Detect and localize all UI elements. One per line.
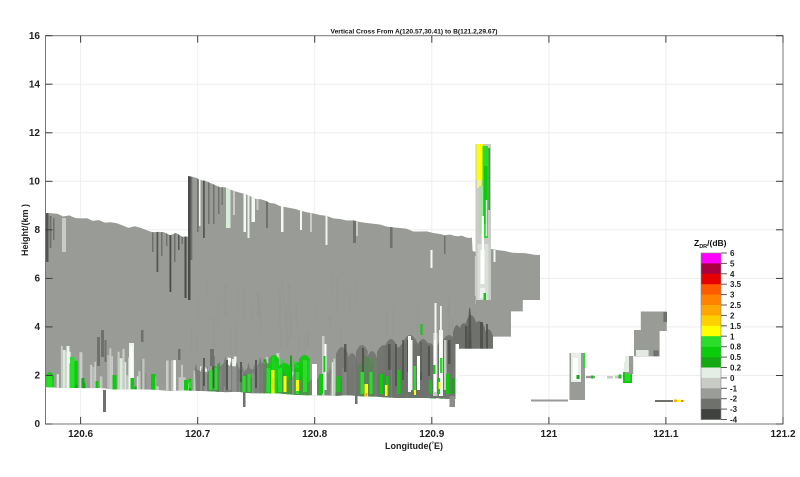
svg-text:120.8: 120.8 [302,429,327,440]
svg-text:14: 14 [29,79,41,90]
svg-text:Height/(km ): Height/(km ) [20,204,30,256]
svg-text:12: 12 [29,128,41,139]
svg-text:-4: -4 [730,416,738,425]
svg-text:8: 8 [34,225,40,236]
svg-text:Vertical Cross From A(120.57,3: Vertical Cross From A(120.57,30.41) to B… [331,29,498,36]
svg-text:121.2: 121.2 [770,429,795,440]
svg-text:-2: -2 [730,395,738,404]
svg-text:120.7: 120.7 [185,429,210,440]
svg-text:6: 6 [730,249,735,258]
svg-text:16: 16 [29,31,41,42]
svg-text:1: 1 [730,332,735,341]
svg-text:-3: -3 [730,405,738,414]
svg-text:121: 121 [541,429,558,440]
svg-text:1.5: 1.5 [730,322,742,331]
svg-text:2: 2 [34,371,40,382]
svg-text:0.2: 0.2 [730,363,742,372]
svg-text:3: 3 [730,291,735,300]
svg-text:10: 10 [29,177,41,188]
svg-text:-1: -1 [730,384,738,393]
svg-text:0: 0 [730,374,735,383]
svg-text:5: 5 [730,259,735,268]
svg-text:Longitude(°E): Longitude(°E) [385,441,443,451]
svg-text:3.5: 3.5 [730,280,742,289]
svg-text:4: 4 [34,322,40,333]
svg-text:4: 4 [730,270,735,279]
svg-text:0: 0 [34,419,40,430]
svg-text:121.1: 121.1 [653,429,678,440]
svg-text:6: 6 [34,274,40,285]
svg-text:120.6: 120.6 [68,429,93,440]
svg-text:120.9: 120.9 [419,429,444,440]
svg-text:0.8: 0.8 [730,343,742,352]
svg-text:2: 2 [730,311,735,320]
svg-text:0.5: 0.5 [730,353,742,362]
svg-text:2.5: 2.5 [730,301,742,310]
